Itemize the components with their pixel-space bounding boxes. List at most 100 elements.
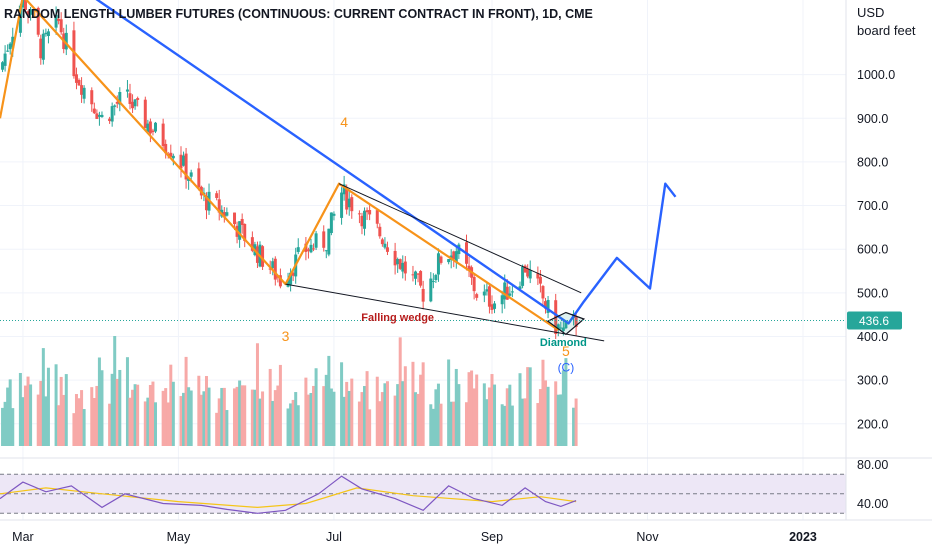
candle-body [286, 280, 290, 287]
candle-body [332, 213, 336, 216]
volume-bar [273, 390, 277, 446]
volume-bar [169, 364, 173, 446]
volume-bar [235, 386, 239, 446]
volume-bar [44, 396, 48, 446]
candle-body [113, 105, 117, 107]
candle-body [278, 275, 282, 287]
volume-bar [312, 385, 316, 446]
candle-body [110, 106, 114, 122]
volume-bar [434, 389, 438, 446]
candle-body [416, 273, 420, 275]
candle-body [271, 261, 275, 269]
volume-bars [1, 336, 578, 446]
volume-bar [286, 408, 290, 446]
volume-bar [472, 388, 476, 446]
volume-bar [146, 397, 150, 446]
candle-body [64, 32, 68, 50]
candle-body [436, 253, 440, 275]
volume-bar [57, 405, 61, 446]
volume-bar [546, 386, 550, 446]
candle-body [360, 215, 364, 227]
volume-bar [378, 401, 382, 446]
candle-body [151, 130, 155, 133]
volume-bar [243, 385, 247, 446]
candle-body [452, 251, 456, 260]
wave-label-5: 5 [562, 343, 570, 359]
candle-body [296, 247, 300, 252]
volume-bar [151, 381, 155, 446]
volume-bar [18, 372, 22, 446]
volume-bar [398, 337, 402, 446]
volume-bar [92, 398, 96, 446]
volume-bar [39, 380, 43, 446]
rsi-line [0, 475, 577, 514]
volume-bar [143, 401, 147, 446]
candle-body [490, 304, 494, 310]
volume-bar [187, 387, 191, 446]
volume-bar [54, 364, 58, 446]
volume-bar [184, 356, 188, 446]
candle-body [411, 274, 415, 276]
candle-body [429, 278, 433, 302]
candle-body [398, 259, 402, 269]
candle-body [306, 249, 310, 251]
volume-bar [21, 397, 25, 446]
volume-bar [536, 403, 540, 446]
volume-bar [327, 355, 331, 446]
candle-body [521, 266, 525, 286]
volume-bar [561, 370, 565, 446]
candle-body [309, 244, 313, 253]
time-tick-label: Mar [12, 530, 34, 544]
wedge-lower-line [285, 283, 605, 342]
candle-body [518, 286, 522, 290]
candle-body [204, 195, 208, 211]
candle-body [39, 38, 43, 59]
volume-bar [6, 387, 10, 446]
candle-body [179, 154, 183, 169]
candle-body [41, 33, 45, 60]
candle-body [125, 89, 129, 92]
candle-body [375, 210, 379, 224]
volume-bar [131, 389, 135, 446]
time-tick-label: Sep [481, 530, 503, 544]
volume-bar [113, 336, 117, 446]
volume-bar [253, 389, 257, 446]
wedge-upper-line [338, 183, 582, 294]
volume-bar [29, 384, 33, 446]
volume-bar [125, 357, 129, 446]
price-tick-label: 600.0 [857, 243, 888, 257]
volume-bar [64, 374, 68, 446]
candle-body [100, 114, 104, 118]
candle-body [419, 271, 423, 286]
volume-bar [454, 368, 458, 446]
volume-bar [72, 413, 76, 446]
candle-body [324, 250, 328, 252]
volume-bar [80, 390, 84, 446]
volume-bar [357, 401, 361, 446]
volume-bar [544, 380, 548, 446]
candle-body [95, 113, 99, 119]
volume-bar [375, 376, 379, 446]
volume-bar [521, 398, 525, 446]
candle-body [92, 108, 96, 114]
candle-body [23, 0, 27, 10]
candle-body [467, 265, 471, 271]
candle-body [143, 99, 147, 129]
candle-body [74, 74, 78, 83]
time-tick-label: 2023 [789, 530, 817, 544]
volume-bar [559, 394, 563, 446]
volume-bar [217, 398, 221, 446]
candle-body [233, 212, 237, 225]
candle-body [528, 269, 532, 279]
candle-body [314, 233, 318, 248]
candle-body [153, 122, 157, 132]
volume-bar [296, 405, 300, 446]
candle-body [80, 85, 84, 95]
candle-body [146, 123, 150, 133]
volume-bar [199, 394, 203, 446]
candle-body [238, 221, 242, 240]
diamond-label: Diamond [540, 337, 587, 349]
candle-body [327, 228, 331, 255]
volume-bar [289, 403, 293, 446]
